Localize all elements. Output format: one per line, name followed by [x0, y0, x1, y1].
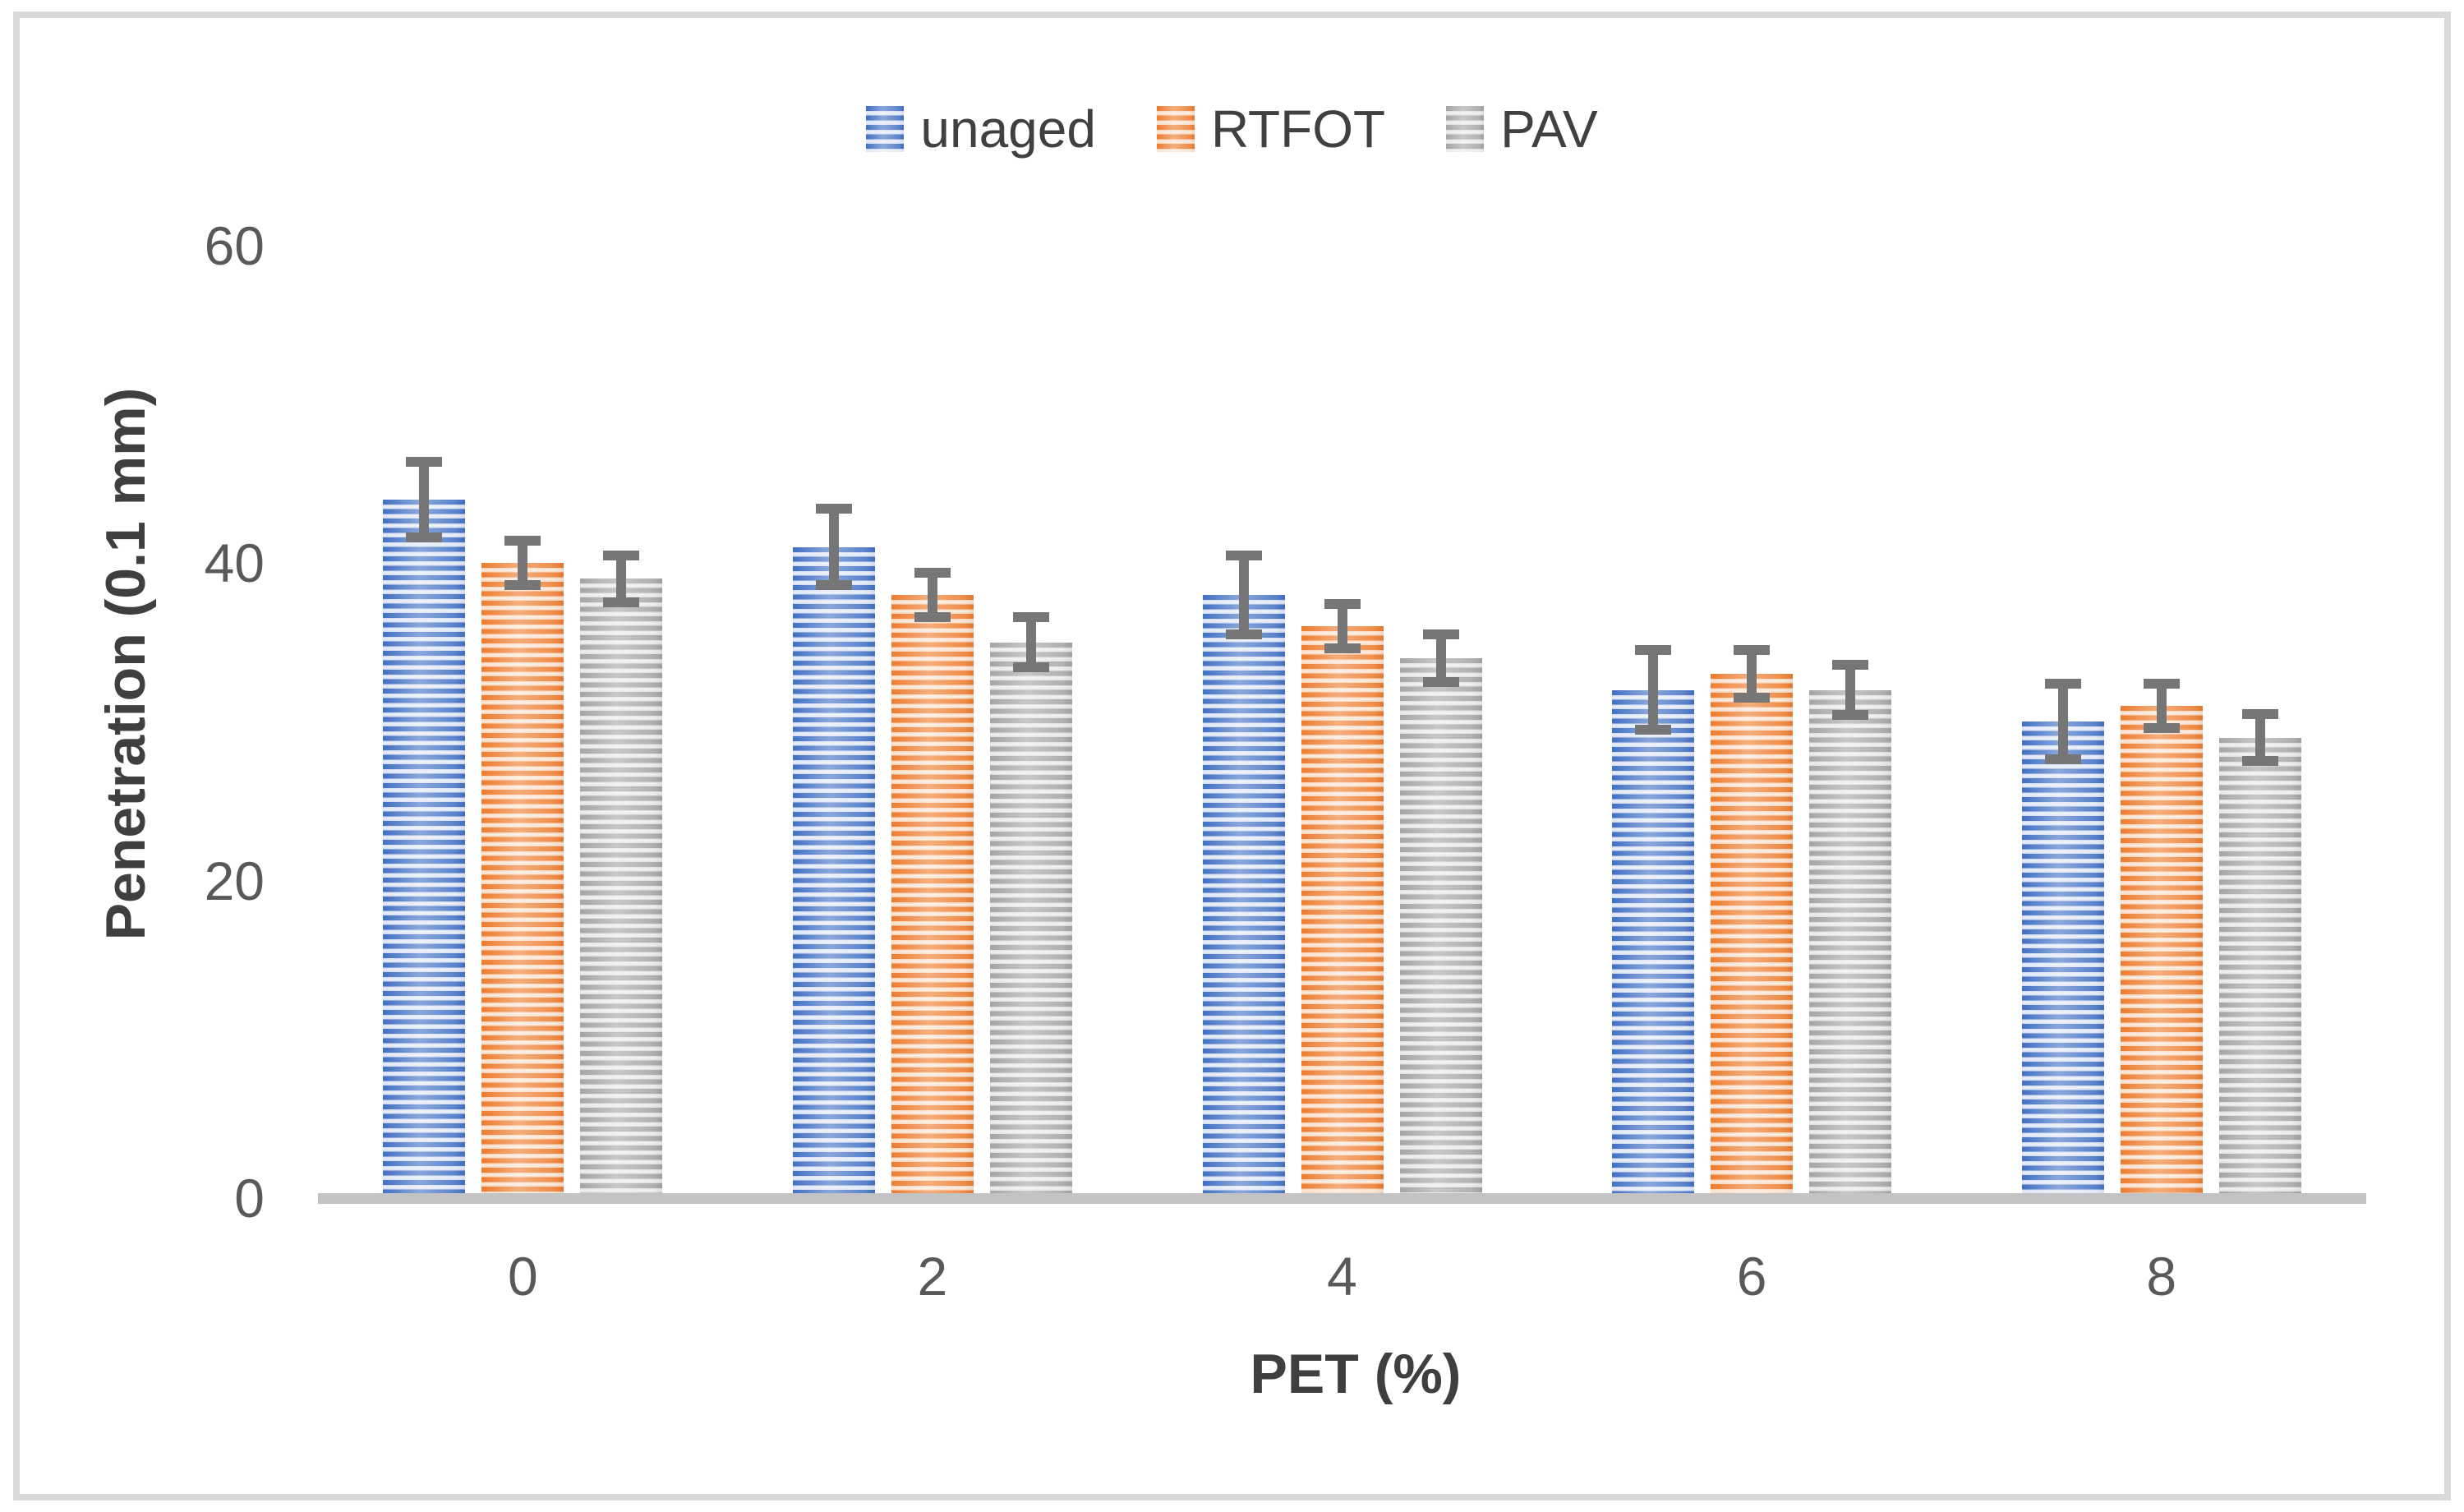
error-bar-line [1747, 645, 1757, 703]
error-bar-cap-top [1832, 659, 1869, 670]
error-bar-cap-top [504, 536, 541, 546]
error-bar-PAV-0 [603, 550, 640, 608]
error-bar-line [419, 456, 430, 542]
y-tick-0: 0 [234, 1168, 265, 1228]
x-tick-2: 2 [917, 1246, 948, 1307]
error-bar-cap-top [2143, 679, 2180, 689]
bar-unaged-2 [792, 546, 875, 1193]
bar-RTFOT-6 [1711, 674, 1794, 1193]
error-bar-cap-top [1422, 629, 1459, 640]
error-bar-RTFOT-2 [914, 567, 951, 622]
error-bar-cap-bot [1734, 693, 1771, 703]
legend: unaged RTFOT PAV [0, 92, 2464, 166]
error-bar-line [1435, 629, 1446, 687]
error-bar-cap-top [2241, 708, 2278, 719]
error-bar-line [1845, 659, 1856, 721]
error-bar-line [1648, 645, 1659, 735]
error-bar-line [2156, 679, 2167, 733]
error-bar-cap-bot [2143, 722, 2180, 733]
error-bar-RTFOT-8 [2143, 679, 2180, 733]
bar-RTFOT-8 [2120, 705, 2203, 1193]
error-bar-cap-top [2044, 679, 2081, 689]
error-bar-cap-bot [815, 579, 852, 590]
error-bar-cap-top [815, 504, 852, 514]
error-bar-cap-top [1225, 550, 1262, 560]
bar-PAV-0 [580, 579, 663, 1193]
error-bar-line [927, 567, 937, 622]
error-bar-line [1238, 550, 1249, 639]
error-bar-cap-top [914, 567, 951, 578]
error-bar-PAV-2 [1012, 611, 1049, 673]
y-tick-60: 60 [204, 214, 265, 276]
error-bar-cap-bot [603, 597, 640, 608]
legend-label-pav: PAV [1500, 99, 1598, 159]
error-bar-unaged-4 [1225, 550, 1262, 639]
bar-RTFOT-2 [891, 594, 974, 1193]
error-bar-cap-bot [1635, 724, 1672, 735]
error-bar-line [518, 536, 528, 590]
bar-unaged-6 [1612, 689, 1695, 1193]
bar-RTFOT-4 [1301, 626, 1384, 1193]
bar-PAV-6 [1809, 689, 1892, 1193]
error-bar-cap-bot [1422, 676, 1459, 687]
bar-PAV-2 [989, 642, 1072, 1193]
error-bar-cap-bot [2241, 756, 2278, 767]
x-tick-4: 4 [1327, 1246, 1357, 1307]
error-bar-RTFOT-0 [504, 536, 541, 590]
error-bar-unaged-6 [1635, 645, 1672, 735]
legend-label-unaged: unaged [920, 99, 1096, 159]
x-tick-6: 6 [1736, 1246, 1767, 1307]
error-bar-unaged-0 [406, 456, 443, 542]
error-bar-RTFOT-6 [1734, 645, 1771, 703]
y-tick-20: 20 [204, 850, 265, 911]
legend-swatch-unaged-icon [866, 106, 905, 152]
error-bar-cap-bot [1832, 710, 1869, 721]
error-bar-cap-top [406, 456, 443, 467]
x-axis-line [318, 1193, 2366, 1204]
error-bar-RTFOT-4 [1324, 599, 1361, 654]
error-bar-cap-top [1734, 645, 1771, 656]
error-bar-cap-top [1635, 645, 1672, 656]
error-bar-cap-top [1012, 611, 1049, 622]
error-bar-cap-bot [2044, 754, 2081, 765]
bar-RTFOT-0 [481, 563, 564, 1193]
legend-swatch-rtfot-icon [1156, 106, 1195, 152]
bar-unaged-4 [1202, 594, 1285, 1193]
bar-unaged-8 [2021, 721, 2104, 1193]
error-bar-cap-bot [504, 579, 541, 590]
error-bar-unaged-8 [2044, 679, 2081, 765]
error-bar-line [1025, 611, 1036, 673]
bar-PAV-8 [2218, 737, 2301, 1193]
error-bar-unaged-2 [815, 504, 852, 590]
x-axis-title: PET (%) [1250, 1343, 1462, 1405]
legend-label-rtfot: RTFOT [1210, 99, 1386, 159]
error-bar-PAV-4 [1422, 629, 1459, 687]
bar-PAV-4 [1399, 657, 1482, 1193]
error-bar-line [2057, 679, 2068, 765]
error-bar-cap-top [1324, 599, 1361, 610]
error-bar-line [828, 504, 839, 590]
error-bar-PAV-8 [2241, 708, 2278, 767]
error-bar-cap-bot [1225, 629, 1262, 639]
x-tick-0: 0 [507, 1246, 538, 1307]
error-bar-cap-top [603, 550, 640, 560]
legend-item-rtfot: RTFOT [1156, 99, 1386, 159]
error-bar-line [1337, 599, 1347, 654]
error-bar-cap-bot [1012, 662, 1049, 673]
y-tick-40: 40 [204, 532, 265, 593]
legend-swatch-pav-icon [1446, 106, 1485, 152]
error-bar-cap-bot [1324, 643, 1361, 654]
legend-item-pav: PAV [1446, 103, 1598, 155]
error-bar-cap-bot [914, 611, 951, 622]
error-bar-PAV-6 [1832, 659, 1869, 721]
error-bar-line [2254, 708, 2265, 767]
error-bar-line [616, 550, 627, 608]
legend-item-unaged: unaged [866, 103, 1096, 155]
x-tick-8: 8 [2146, 1246, 2177, 1307]
error-bar-cap-bot [406, 532, 443, 542]
bar-unaged-0 [383, 499, 466, 1193]
